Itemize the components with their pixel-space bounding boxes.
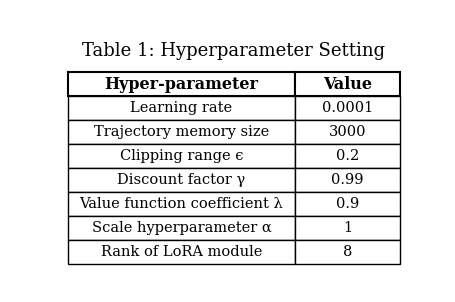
Text: Rank of LoRA module: Rank of LoRA module (101, 245, 262, 259)
Bar (294, 96, 399, 120)
Text: Learning rate: Learning rate (130, 101, 232, 115)
Bar (294, 72, 399, 96)
Bar (67, 192, 294, 216)
Bar (294, 168, 399, 192)
Bar (67, 240, 294, 264)
Text: Discount factor γ: Discount factor γ (117, 173, 245, 187)
Bar (67, 96, 294, 120)
Text: 3000: 3000 (328, 125, 365, 139)
Bar (67, 120, 294, 144)
Bar (67, 216, 294, 240)
Bar (294, 192, 399, 216)
Text: Hyper-parameter: Hyper-parameter (104, 76, 258, 93)
Text: Scale hyperparameter α: Scale hyperparameter α (91, 221, 271, 235)
Text: 1: 1 (342, 221, 351, 235)
Bar (294, 240, 399, 264)
Text: Value function coefficient λ: Value function coefficient λ (79, 197, 283, 211)
Bar (67, 144, 294, 168)
Text: 0.9: 0.9 (335, 197, 359, 211)
Bar (67, 72, 294, 96)
Bar (294, 216, 399, 240)
Text: 0.0001: 0.0001 (321, 101, 372, 115)
Text: 8: 8 (342, 245, 351, 259)
Text: 0.99: 0.99 (330, 173, 363, 187)
Text: Trajectory memory size: Trajectory memory size (94, 125, 268, 139)
Text: Clipping range ϵ: Clipping range ϵ (119, 149, 243, 163)
Bar (67, 168, 294, 192)
Bar (294, 144, 399, 168)
Bar (294, 120, 399, 144)
Text: Table 1: Hyperparameter Setting: Table 1: Hyperparameter Setting (82, 42, 384, 60)
Text: Value: Value (322, 76, 371, 93)
Text: 0.2: 0.2 (335, 149, 359, 163)
